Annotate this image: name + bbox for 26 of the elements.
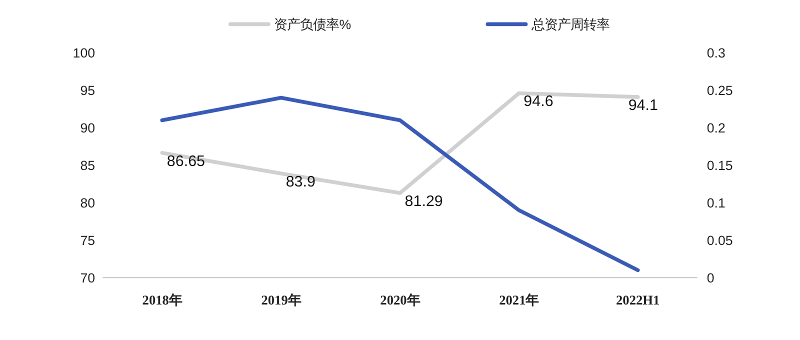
data-label: 81.29 — [404, 193, 443, 210]
y-tick-label: 80 — [80, 195, 96, 210]
data-label: 83.9 — [286, 173, 316, 190]
legend-label: 总资产周转率 — [530, 16, 610, 32]
x-tick-label: 2019年 — [261, 292, 301, 308]
y2-tick-label: 0.05 — [706, 232, 733, 248]
x-tick-label: 2018年 — [142, 292, 182, 308]
legend-label: 资产负债率% — [274, 16, 352, 32]
y2-tick-label: 0.1 — [706, 195, 726, 210]
y2-tick-label: 0.2 — [706, 120, 726, 136]
x-tick-label: 2022H1 — [616, 292, 660, 308]
y-tick-label: 90 — [80, 120, 96, 136]
x-tick-label: 2020年 — [380, 292, 420, 308]
data-label: 86.65 — [166, 152, 206, 170]
y2-tick-label: 0.3 — [706, 45, 726, 60]
y-tick-label: 100 — [72, 45, 96, 60]
y-tick-label: 75 — [80, 232, 96, 248]
y2-tick-label: 0.25 — [706, 82, 733, 98]
y-tick-label: 85 — [80, 158, 96, 173]
x-tick-label: 2021年 — [499, 292, 539, 308]
y-tick-label: 95 — [80, 82, 96, 98]
y2-tick-label: 0.15 — [706, 158, 733, 173]
data-label: 94.6 — [524, 93, 554, 110]
y-tick-label: 70 — [80, 270, 96, 286]
y2-tick-label: 0 — [706, 270, 714, 286]
data-label: 94.1 — [628, 96, 658, 114]
